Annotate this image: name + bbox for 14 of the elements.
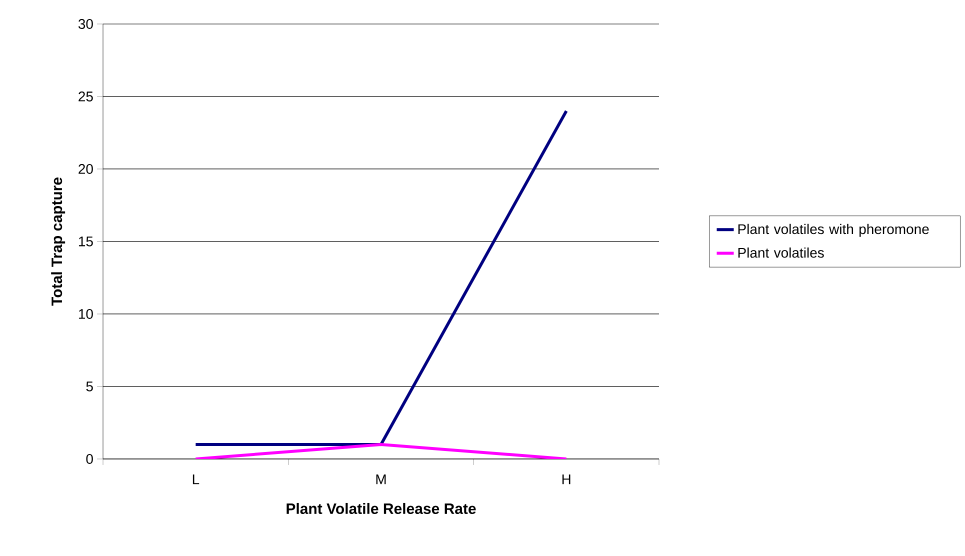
y-tick-label: 10	[78, 309, 93, 319]
x-axis-title: Plant Volatile Release Rate	[286, 502, 476, 514]
legend-label: Plant volatiles with pheromone	[738, 224, 929, 237]
y-tick-label: 20	[78, 164, 93, 174]
y-tick-label: 25	[78, 92, 93, 102]
legend-label: Plant volatiles	[738, 247, 824, 258]
y-tick-label: 5	[86, 382, 93, 392]
x-tick-label: M	[376, 474, 386, 484]
y-tick-label: 30	[78, 19, 93, 29]
y-tick-label: 15	[78, 236, 93, 246]
x-tick-label: L	[192, 474, 200, 484]
y-axis-title: Total Trap capture	[51, 178, 66, 306]
y-tick-label: 0	[86, 454, 93, 464]
x-tick-label: H	[562, 474, 570, 484]
